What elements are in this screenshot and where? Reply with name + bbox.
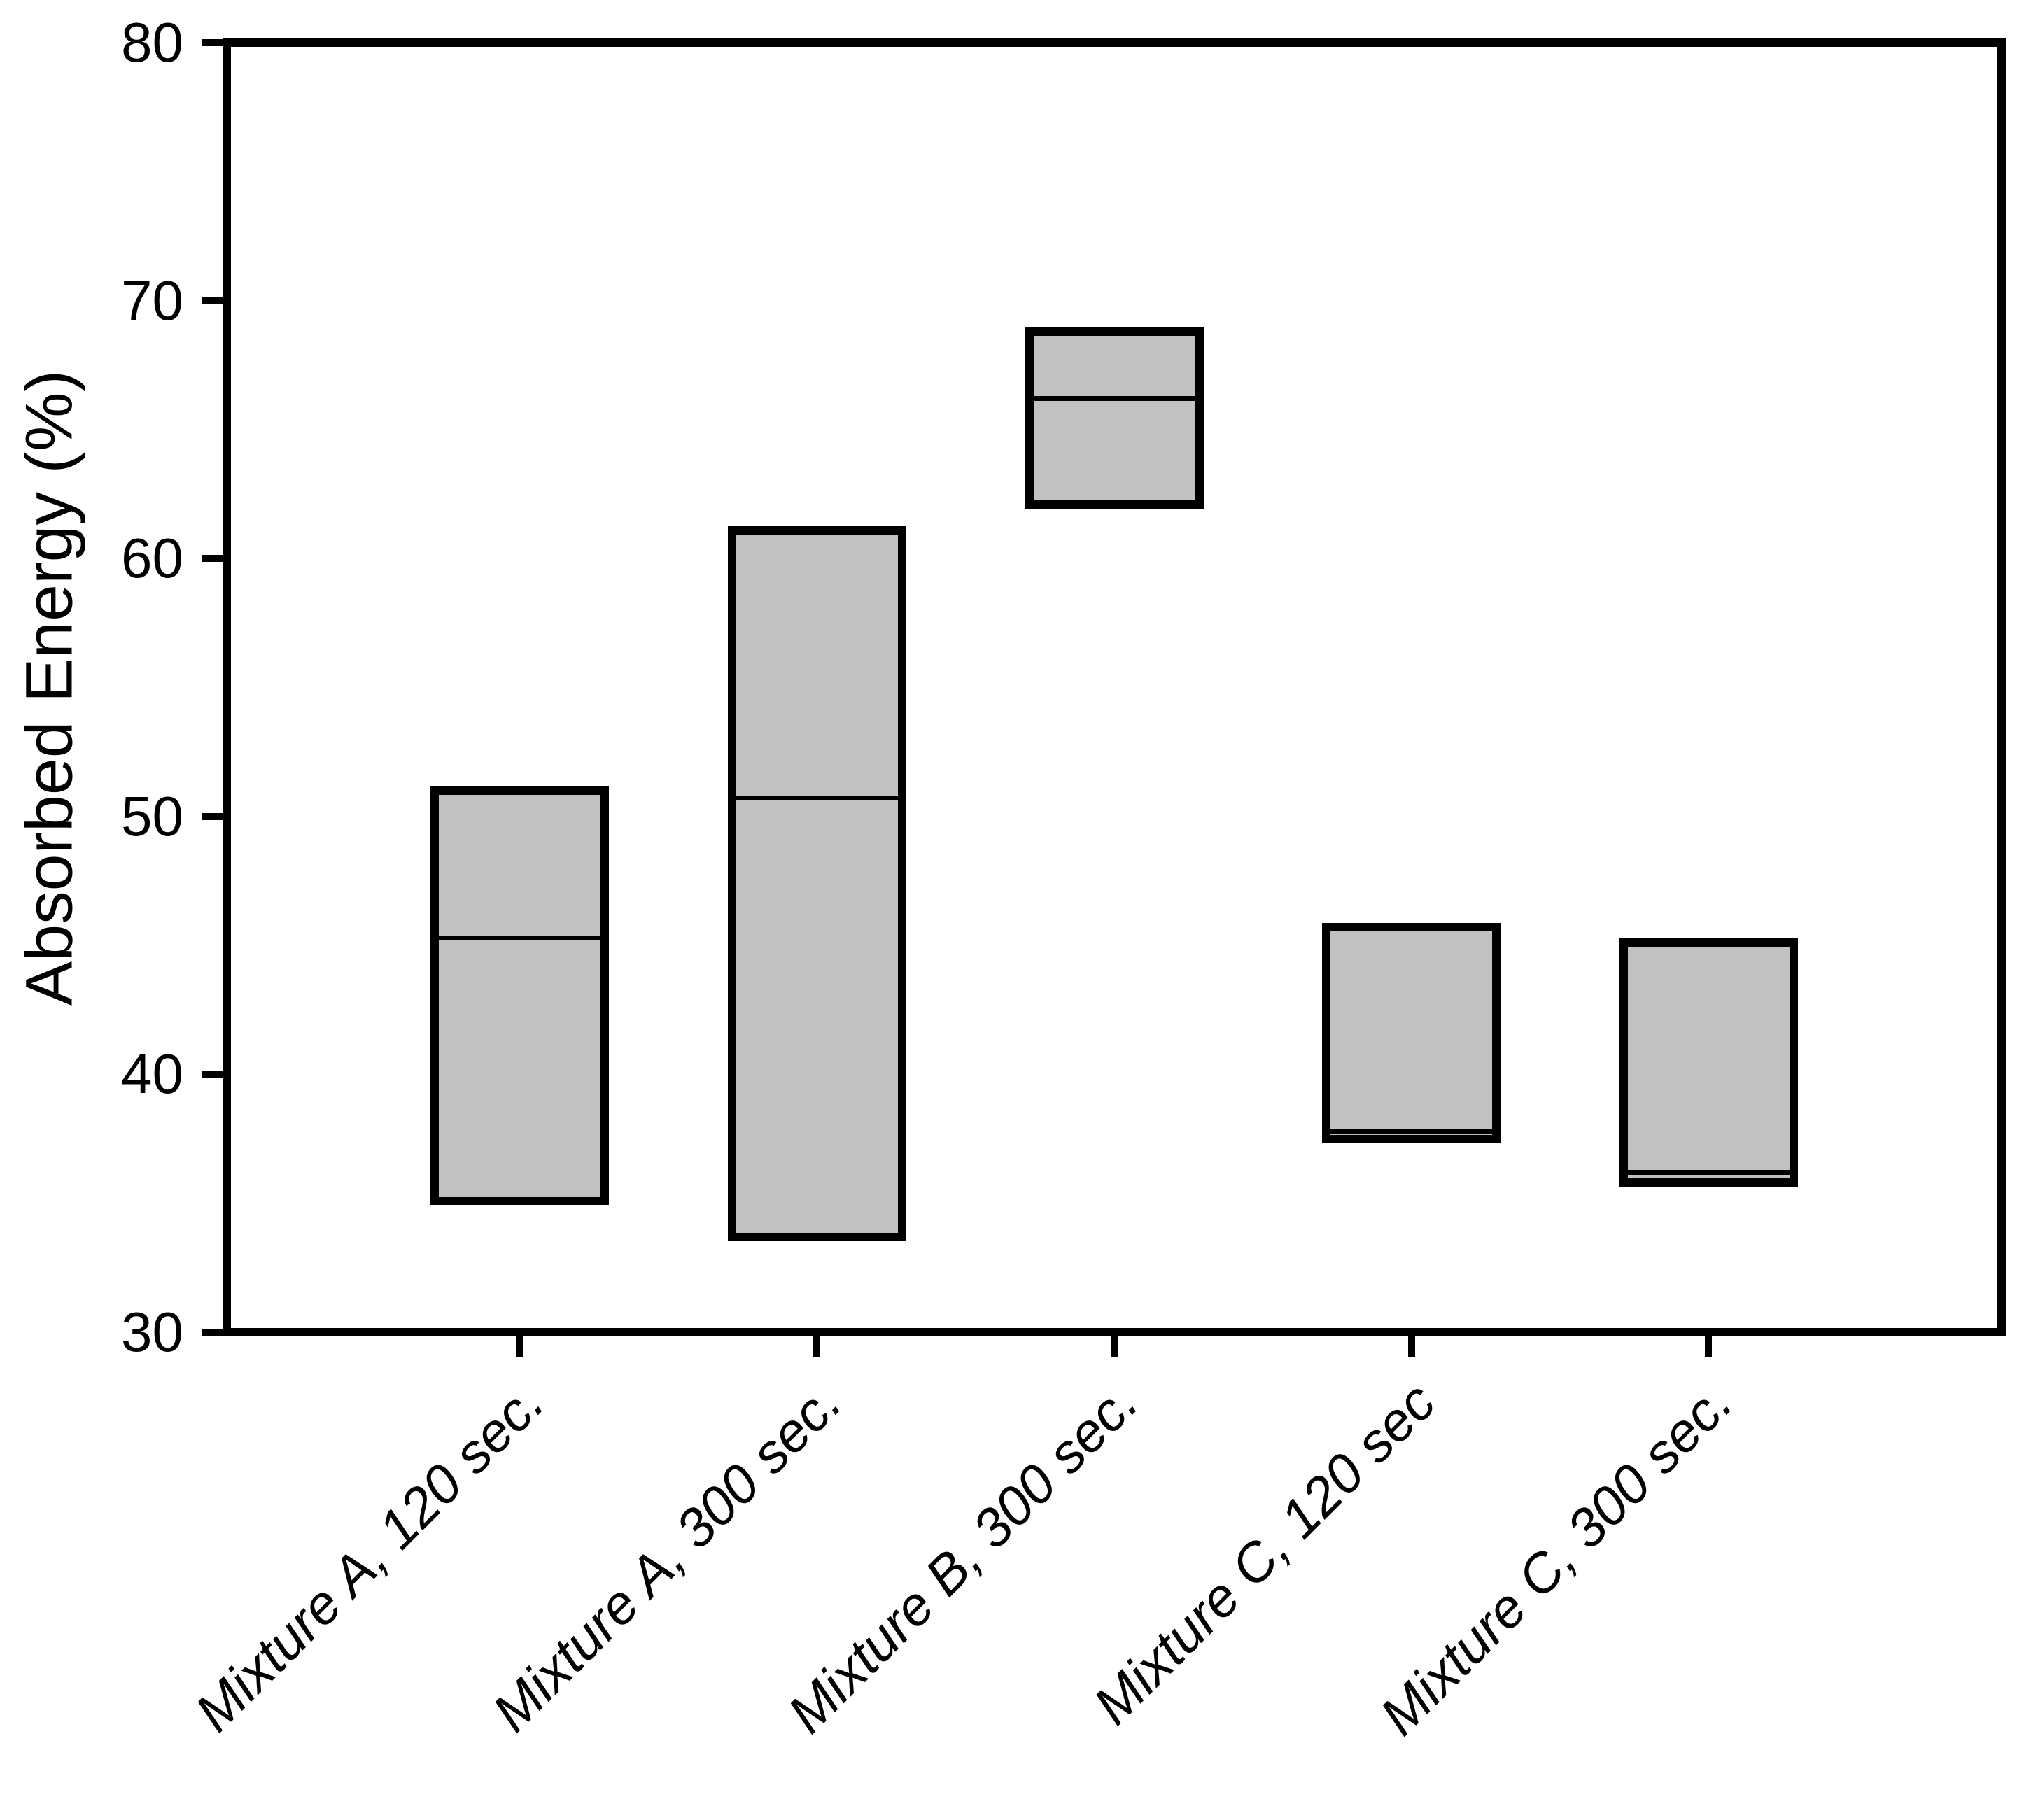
median-line-mixture-a-300-sec bbox=[736, 796, 898, 801]
y-tick-label-40: 40 bbox=[121, 1043, 183, 1106]
y-tick-label-70: 70 bbox=[121, 269, 183, 332]
y-tick-label-30: 30 bbox=[121, 1301, 183, 1363]
box-mixture-a-300-sec bbox=[727, 525, 906, 1241]
median-line-mixture-a-120-sec bbox=[439, 935, 601, 940]
box-mixture-c-300-sec bbox=[1619, 938, 1798, 1187]
y-tick-70 bbox=[202, 297, 223, 304]
box-mixture-c-120-sec bbox=[1322, 923, 1501, 1143]
y-tick-80 bbox=[202, 39, 223, 46]
box-mixture-a-120-sec bbox=[430, 786, 610, 1205]
y-tick-50 bbox=[202, 812, 223, 820]
y-tick-60 bbox=[202, 555, 223, 563]
y-tick-label-80: 80 bbox=[121, 11, 183, 73]
x-tick-mixture-a-120-sec bbox=[516, 1336, 523, 1357]
y-tick-label-50: 50 bbox=[121, 784, 183, 847]
y-tick-40 bbox=[202, 1071, 223, 1078]
x-tick-mixture-b-300-sec bbox=[1111, 1336, 1118, 1357]
median-line-mixture-c-300-sec bbox=[1627, 1169, 1790, 1175]
x-tick-mixture-a-300-sec bbox=[813, 1336, 821, 1357]
y-tick-label-60: 60 bbox=[121, 527, 183, 590]
median-line-mixture-c-120-sec bbox=[1330, 1128, 1493, 1134]
y-tick-30 bbox=[202, 1329, 223, 1336]
x-tick-mixture-c-120-sec bbox=[1407, 1336, 1415, 1357]
y-axis-title: Absorbed Energy (%) bbox=[12, 369, 87, 1006]
x-tick-mixture-c-300-sec bbox=[1705, 1336, 1713, 1357]
median-line-mixture-b-300-sec bbox=[1033, 396, 1195, 402]
box-mixture-b-300-sec bbox=[1025, 327, 1204, 509]
